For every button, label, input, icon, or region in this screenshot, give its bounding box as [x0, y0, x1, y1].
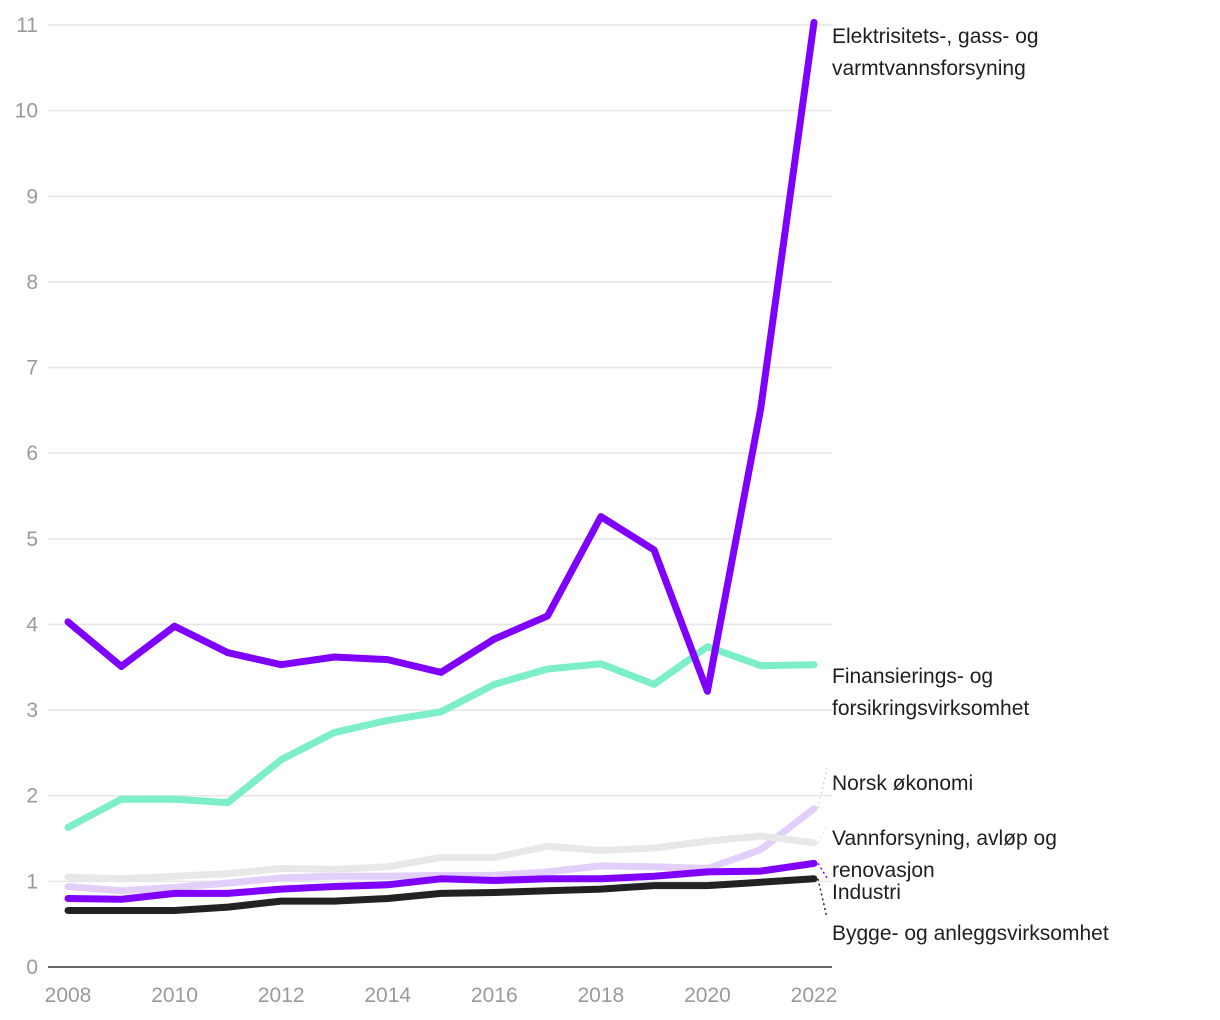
- x-tick-label: 2020: [684, 984, 731, 1007]
- y-tick-label: 11: [16, 14, 38, 37]
- label-leader-line: [817, 878, 828, 919]
- series-line-elektrisitets-gass-og-varmtvannsforsyning: [64, 18, 818, 695]
- series-label: Norsk økonomi: [832, 772, 973, 795]
- label-leader-line: [817, 825, 828, 844]
- label-leader-line: [817, 862, 828, 879]
- series-label: Elektrisitets-, gass- og: [832, 25, 1039, 48]
- axes: 0 1 2 3 4 5 6 7 8 9 10 11 2008 2010 2012 2014 2016 2018 20…: [15, 14, 838, 1007]
- y-tick-label: 2: [26, 785, 38, 808]
- x-tick-label: 2014: [364, 984, 411, 1007]
- gridlines: [48, 24, 832, 883]
- series-label: Bygge- og anleggsvirksomhet: [832, 922, 1109, 945]
- y-tick-label: 8: [26, 271, 38, 294]
- y-tick-label: 3: [26, 699, 38, 722]
- series-label: forsikringsvirksomhet: [832, 697, 1029, 720]
- y-tick-label: 1: [26, 870, 38, 893]
- series-line-vannforsyning-avl-p-og-renovasjon: [64, 832, 818, 883]
- y-tick-label: 4: [26, 613, 38, 636]
- y-tick-label: 5: [26, 528, 38, 551]
- y-tick-label: 7: [26, 357, 38, 380]
- series-label: varmtvannsforsyning: [832, 57, 1026, 80]
- series-lines: [64, 18, 818, 914]
- series-labels: Norsk økonomi Vannforsyning, avløp og reno…: [817, 25, 1109, 945]
- label-leader-line: [817, 767, 828, 809]
- series-line-finansierings-og-forsikringsvirksomhet: [64, 643, 818, 831]
- y-tick-label: 9: [26, 185, 38, 208]
- x-tick-label: 2012: [258, 984, 305, 1007]
- y-tick-label: 0: [26, 956, 38, 979]
- x-tick-label: 2022: [791, 984, 838, 1007]
- x-tick-label: 2018: [577, 984, 624, 1007]
- series-line-bygge-og-anleggsvirksomhet: [64, 875, 818, 914]
- series-label: renovasjon: [832, 859, 935, 882]
- x-tick-label: 2016: [471, 984, 518, 1007]
- series-label: Vannforsyning, avløp og: [832, 827, 1057, 850]
- y-tick-label: 6: [26, 442, 38, 465]
- series-label: Industri: [832, 881, 901, 904]
- x-tick-label: 2010: [151, 984, 198, 1007]
- series-line-industri: [64, 859, 818, 903]
- series-label: Finansierings- og: [832, 665, 993, 688]
- x-tick-label: 2008: [45, 984, 92, 1007]
- y-tick-label: 10: [15, 100, 38, 123]
